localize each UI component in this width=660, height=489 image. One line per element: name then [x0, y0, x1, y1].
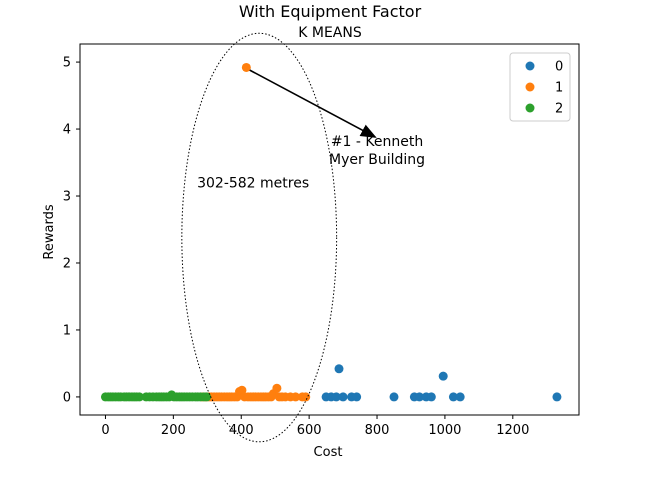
highlight-ellipse	[181, 32, 338, 443]
x-tick-label: 1200	[496, 423, 529, 438]
x-tick-label: 800	[365, 423, 390, 438]
scatter-point-1	[241, 62, 251, 72]
y-axis-label: Rewards	[42, 204, 57, 259]
x-axis-label: Cost	[314, 445, 343, 460]
scatter-point-0	[331, 392, 341, 402]
scatter-point-0	[334, 364, 344, 374]
scatter-point-0	[414, 392, 424, 402]
y-tick-label: 1	[63, 323, 71, 338]
chart-subtitle: K MEANS	[298, 25, 362, 41]
legend-marker-1	[525, 82, 535, 92]
annotation-text: #1 - Kenneth	[331, 134, 423, 150]
scatter-point-0	[426, 392, 436, 402]
scatter-point-1	[272, 383, 282, 393]
annotation-arrow	[249, 69, 377, 138]
scatter-point-0	[438, 371, 448, 381]
x-tick-label: 400	[229, 423, 254, 438]
scatter-point-0	[552, 392, 562, 402]
legend-label-1: 1	[555, 81, 563, 96]
y-tick-label: 5	[63, 56, 71, 71]
scatter-point-0	[338, 392, 348, 402]
legend-label-0: 0	[555, 60, 563, 75]
plot-frame	[79, 43, 580, 416]
x-tick-label: 0	[101, 423, 109, 438]
chart-title: With Equipment Factor	[239, 2, 422, 21]
annotation-text: 302-582 metres	[197, 175, 309, 191]
x-tick-label: 200	[161, 423, 186, 438]
y-tick-label: 3	[63, 190, 71, 205]
y-tick-label: 2	[63, 256, 71, 271]
legend-label-2: 2	[555, 102, 563, 117]
scatter-point-0	[448, 392, 458, 402]
scatter-point-0	[455, 392, 465, 402]
scatter-point-2	[134, 392, 144, 402]
scatter-point-0	[389, 392, 399, 402]
legend-marker-2	[525, 103, 535, 113]
legend-box	[509, 52, 571, 122]
annotation-text: Myer Building	[329, 152, 425, 168]
x-tick-label: 1000	[428, 423, 461, 438]
x-tick-label: 600	[297, 423, 322, 438]
scatter-point-1	[291, 392, 301, 402]
y-tick-label: 0	[63, 390, 71, 405]
scatter-point-2	[202, 392, 212, 402]
y-tick-label: 4	[63, 123, 71, 138]
legend-marker-0	[525, 61, 535, 71]
scatter-point-1	[301, 392, 311, 402]
scatter-point-0	[352, 392, 362, 402]
